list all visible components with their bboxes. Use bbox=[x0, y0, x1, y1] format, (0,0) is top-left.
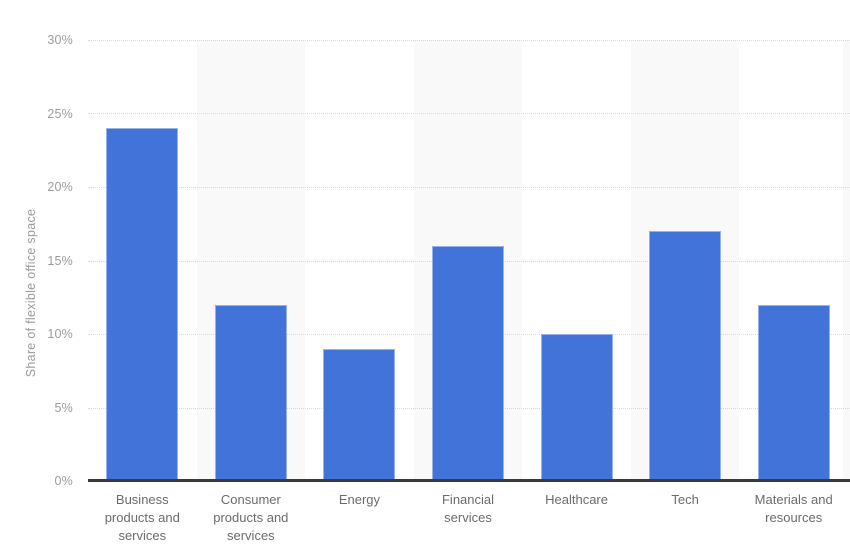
bar-financial-services[interactable] bbox=[432, 245, 504, 481]
x-axis-category-label: Energy bbox=[338, 492, 381, 507]
x-axis-category-label: Materials and resources bbox=[754, 492, 833, 525]
x-axis-category-label: Tech bbox=[671, 492, 699, 507]
y-axis-tick-label: 25% bbox=[47, 106, 73, 121]
bar-consumer-products-and-services[interactable] bbox=[214, 304, 287, 481]
y-axis: 0% 5% 10% 15% 20% 25% 30% bbox=[0, 0, 73, 558]
x-axis-category-label: Healthcare bbox=[545, 492, 608, 507]
y-axis-tick-label: 5% bbox=[54, 400, 73, 415]
x-axis-category-label: Business products and services bbox=[104, 492, 180, 543]
y-axis-tick-label: 30% bbox=[47, 33, 73, 47]
plot-area bbox=[88, 40, 850, 482]
bar-business-products-and-services[interactable] bbox=[106, 128, 179, 481]
bar-materials-and-resources[interactable] bbox=[757, 304, 830, 481]
bar-healthcare[interactable] bbox=[540, 334, 613, 481]
y-axis-tick-label: 0% bbox=[54, 474, 73, 488]
bar-tech[interactable] bbox=[649, 231, 722, 481]
y-axis-tick-label: 15% bbox=[47, 253, 73, 268]
x-axis-category-label: Consumer products and services bbox=[213, 492, 289, 543]
y-axis-tick-label: 20% bbox=[47, 180, 73, 194]
gridline bbox=[88, 186, 850, 188]
gridline bbox=[88, 113, 850, 115]
gridline bbox=[88, 40, 850, 41]
x-axis-line bbox=[88, 479, 850, 482]
x-axis-category-label: Financial services bbox=[441, 492, 495, 525]
y-axis-tick-label: 10% bbox=[47, 327, 73, 341]
bar-energy[interactable] bbox=[323, 348, 396, 481]
